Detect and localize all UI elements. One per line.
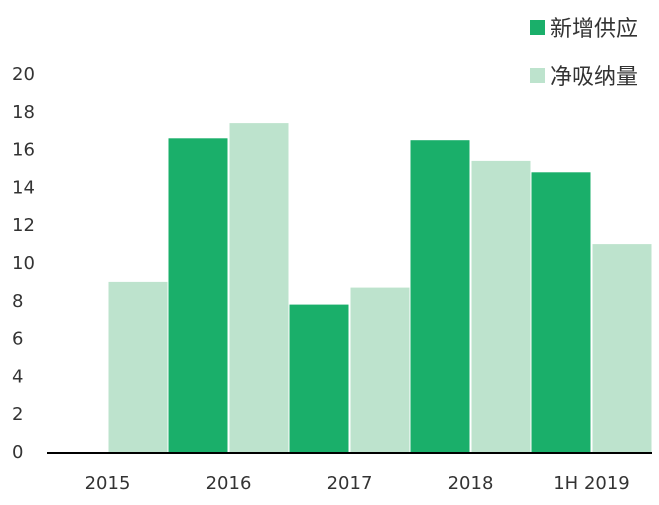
bar-net-absorption-1H-2019 [592, 244, 652, 452]
bars-group [108, 123, 652, 453]
x-tick-label-2015: 2015 [85, 473, 131, 494]
legend-label-net-absorption: 净吸纳量 [550, 65, 638, 90]
y-axis-ticks: 0 2 4 6 8 10 12 14 16 18 20 [12, 64, 35, 463]
x-tick-label-2016: 2016 [206, 473, 252, 494]
y-tick-label-8: 8 [12, 291, 23, 312]
bar-new-supply-2017 [289, 304, 349, 452]
x-tick-label-1H-2019: 1H 2019 [553, 473, 630, 494]
bar-net-absorption-2018 [471, 160, 531, 452]
y-tick-label-18: 18 [12, 102, 35, 123]
legend-swatch-net-absorption [530, 68, 545, 83]
bar-net-absorption-2017 [350, 287, 410, 452]
bar-net-absorption-2016 [229, 123, 289, 452]
y-tick-label-6: 6 [12, 329, 23, 350]
y-tick-label-14: 14 [12, 177, 35, 198]
y-tick-label-2: 2 [12, 404, 23, 425]
bar-new-supply-1H-2019 [531, 172, 591, 453]
x-tick-label-2017: 2017 [327, 473, 373, 494]
x-axis-ticks: 2015 2016 2017 2018 1H 2019 [85, 473, 630, 494]
y-tick-label-20: 20 [12, 64, 35, 85]
y-tick-label-10: 10 [12, 253, 35, 274]
legend-swatch-new-supply [530, 20, 545, 35]
bar-net-absorption-2015 [108, 281, 168, 452]
legend-label-new-supply: 新增供应 [550, 17, 638, 42]
y-tick-label-12: 12 [12, 215, 35, 236]
y-tick-label-4: 4 [12, 366, 23, 387]
y-tick-label-0: 0 [12, 442, 23, 463]
bar-new-supply-2018 [410, 140, 470, 452]
y-tick-label-16: 16 [12, 140, 35, 161]
x-tick-label-2018: 2018 [448, 473, 494, 494]
bar-new-supply-2016 [168, 138, 228, 453]
